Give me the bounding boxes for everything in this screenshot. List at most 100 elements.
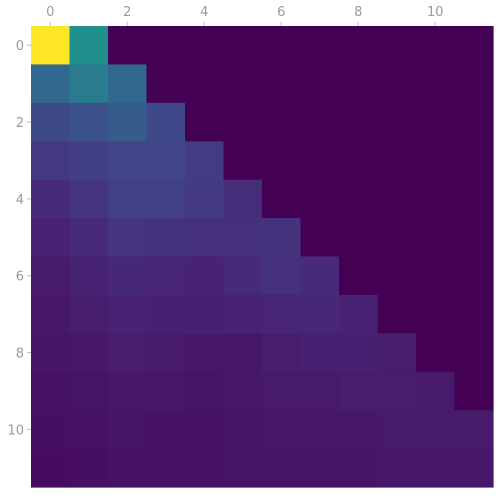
heatmap-cell-r3-c6 <box>262 141 302 181</box>
heatmap-cell-r1-c11 <box>454 64 494 104</box>
heatmap-cell-r2-c2 <box>108 102 148 142</box>
heatmap-cell-r3-c9 <box>377 141 417 181</box>
heatmap-cell-r4-c6 <box>262 179 302 219</box>
heatmap-cell-r8-c8 <box>339 333 379 373</box>
heatmap-cell-r2-c10 <box>416 102 456 142</box>
x-tick-label: 10 <box>427 5 444 20</box>
heatmap-cell-r6-c1 <box>69 256 109 296</box>
heatmap-cell-r8-c1 <box>69 333 109 373</box>
heatmap-cell-r3-c10 <box>416 141 456 181</box>
heatmap-cell-r7-c8 <box>339 294 379 334</box>
heatmap-cell-r5-c10 <box>416 218 456 258</box>
heatmap-cell-r7-c1 <box>69 294 109 334</box>
heatmap-cell-r4-c5 <box>223 179 263 219</box>
heatmap-cell-r9-c3 <box>146 371 186 411</box>
heatmap-cell-r11-c9 <box>377 448 417 488</box>
heatmap-cell-r9-c9 <box>377 371 417 411</box>
heatmap-cell-r0-c4 <box>185 26 225 66</box>
x-tick-label: 8 <box>354 5 362 20</box>
heatmap-cell-r2-c4 <box>185 102 225 142</box>
heatmap-cell-r2-c11 <box>454 102 494 142</box>
heatmap-cell-r6-c11 <box>454 256 494 296</box>
heatmap-cell-r11-c6 <box>262 448 302 488</box>
x-axis-ticks: 0 2 4 6 8 10 <box>46 5 444 26</box>
heatmap-cell-r8-c5 <box>223 333 263 373</box>
heatmap-cell-r11-c11 <box>454 448 494 488</box>
heatmap-cell-r10-c10 <box>416 410 456 450</box>
heatmap-cell-r9-c1 <box>69 371 109 411</box>
x-tick-label: 4 <box>200 5 208 20</box>
heatmap-cell-r6-c2 <box>108 256 148 296</box>
heatmap-cell-r3-c8 <box>339 141 379 181</box>
heatmap-cell-r5-c3 <box>146 218 186 258</box>
heatmap-cell-r11-c5 <box>223 448 263 488</box>
y-tick-label: 4 <box>16 193 24 208</box>
heatmap-cell-r4-c9 <box>377 179 417 219</box>
heatmap-cell-r10-c11 <box>454 410 494 450</box>
heatmap-cell-r9-c8 <box>339 371 379 411</box>
heatmap-cell-r4-c2 <box>108 179 148 219</box>
heatmap-cell-r7-c7 <box>300 294 340 334</box>
heatmap-cell-r5-c6 <box>262 218 302 258</box>
heatmap-cell-r8-c4 <box>185 333 225 373</box>
heatmap-cell-r0-c7 <box>300 26 340 66</box>
heatmap-cell-r9-c6 <box>262 371 302 411</box>
heatmap-cell-r3-c1 <box>69 141 109 181</box>
heatmap-cell-r11-c3 <box>146 448 186 488</box>
heatmap-cell-r5-c1 <box>69 218 109 258</box>
heatmap-cell-r0-c10 <box>416 26 456 66</box>
heatmap-cell-r8-c11 <box>454 333 494 373</box>
y-tick-label: 6 <box>16 270 24 285</box>
heatmap-cell-r8-c7 <box>300 333 340 373</box>
y-tick-label: 8 <box>16 347 24 362</box>
heatmap-cell-r6-c4 <box>185 256 225 296</box>
heatmap-cell-r7-c0 <box>31 294 71 334</box>
heatmap-cell-r5-c0 <box>31 218 71 258</box>
heatmap-cell-r4-c4 <box>185 179 225 219</box>
heatmap-cell-r4-c1 <box>69 179 109 219</box>
x-tick-label: 0 <box>46 5 54 20</box>
heatmap-cell-r10-c8 <box>339 410 379 450</box>
heatmap-cell-r7-c2 <box>108 294 148 334</box>
heatmap-cell-r8-c0 <box>31 333 71 373</box>
heatmap-cell-r0-c5 <box>223 26 263 66</box>
heatmap-cell-r11-c4 <box>185 448 225 488</box>
heatmap-cell-r3-c5 <box>223 141 263 181</box>
heatmap-cell-r7-c10 <box>416 294 456 334</box>
heatmap-cell-r0-c3 <box>146 26 186 66</box>
heatmap-cell-r0-c8 <box>339 26 379 66</box>
heatmap-cell-r2-c8 <box>339 102 379 142</box>
heatmap-cell-r6-c7 <box>300 256 340 296</box>
heatmap-cell-r3-c4 <box>185 141 225 181</box>
heatmap-cell-r11-c1 <box>69 448 109 488</box>
heatmap-cell-r5-c9 <box>377 218 417 258</box>
y-axis-ticks: 0 2 4 6 8 10 <box>7 39 31 438</box>
heatmap-cell-r10-c0 <box>31 410 71 450</box>
heatmap-cell-r1-c0 <box>31 64 71 104</box>
heatmap-cell-r2-c6 <box>262 102 302 142</box>
heatmap-cell-r0-c2 <box>108 26 148 66</box>
heatmap-cell-r9-c4 <box>185 371 225 411</box>
heatmap-cell-r9-c10 <box>416 371 456 411</box>
heatmap-cell-r9-c2 <box>108 371 148 411</box>
heatmap-cell-r8-c3 <box>146 333 186 373</box>
y-tick-label: 2 <box>16 116 24 131</box>
x-tick-label: 2 <box>123 5 131 20</box>
heatmap-cell-r6-c0 <box>31 256 71 296</box>
heatmap-cell-r10-c4 <box>185 410 225 450</box>
heatmap-cell-r10-c6 <box>262 410 302 450</box>
heatmap-cell-r4-c8 <box>339 179 379 219</box>
heatmap-cell-r7-c11 <box>454 294 494 334</box>
heatmap-cell-r5-c8 <box>339 218 379 258</box>
y-tick-label: 0 <box>16 39 24 54</box>
heatmap-cell-r8-c6 <box>262 333 302 373</box>
heatmap-cell-r3-c3 <box>146 141 186 181</box>
heatmap-cell-r4-c3 <box>146 179 186 219</box>
heatmap-cell-r11-c10 <box>416 448 456 488</box>
heatmap-cell-r9-c11 <box>454 371 494 411</box>
heatmap-cell-r1-c7 <box>300 64 340 104</box>
heatmap-cell-r10-c5 <box>223 410 263 450</box>
heatmap-cell-r5-c11 <box>454 218 494 258</box>
heatmap-cell-r2-c9 <box>377 102 417 142</box>
